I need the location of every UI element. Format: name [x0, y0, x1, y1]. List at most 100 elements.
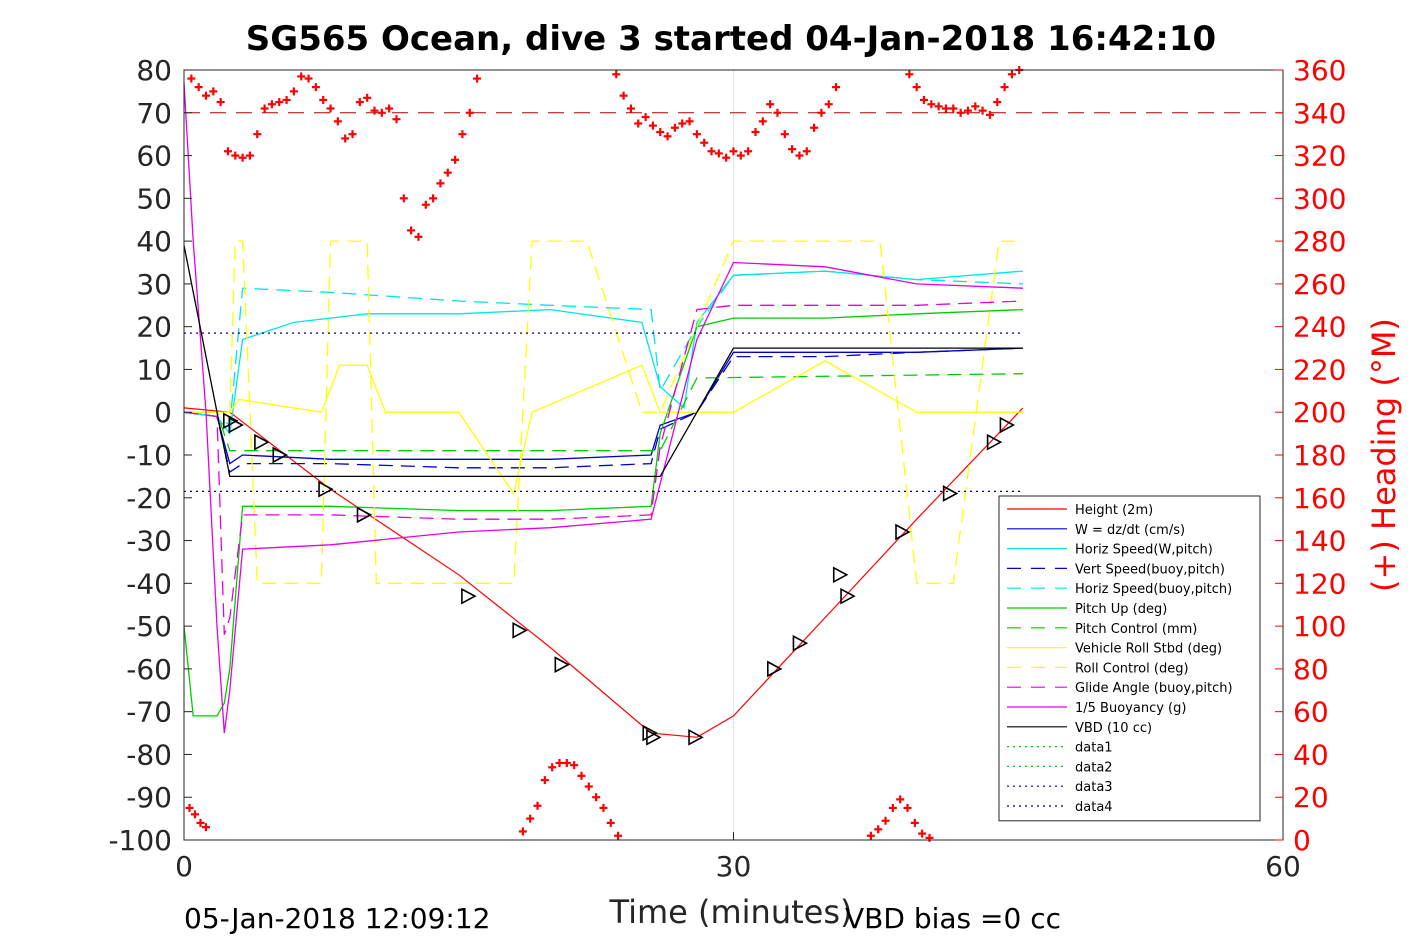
heading-marker-low [903, 803, 912, 812]
depth-marker [832, 566, 849, 584]
footer-vbd-bias: VBD bias =0 cc [845, 902, 1061, 935]
depth-marker [999, 416, 1016, 434]
heading-marker [773, 108, 782, 117]
legend-box [998, 495, 1261, 822]
legend-entry: Pitch Control (mm) [1007, 622, 1197, 637]
y-tick-label: 20 [136, 311, 172, 344]
y2-tick-label: 140 [1293, 525, 1346, 558]
heading-marker-low [526, 814, 535, 823]
heading-marker [282, 95, 291, 104]
heading-marker [311, 83, 320, 92]
y-tick-label: 10 [136, 353, 172, 386]
heading-marker [194, 83, 203, 92]
heading-marker [810, 123, 819, 132]
y-tick-label: 30 [136, 268, 172, 301]
y2-tick-label: 240 [1293, 311, 1346, 344]
heading-marker [1000, 83, 1009, 92]
legend-entry: Horiz Speed(buoy,pitch) [1007, 582, 1232, 597]
heading-marker [971, 102, 980, 111]
heading-marker [238, 153, 247, 162]
heading-marker-low [555, 759, 564, 767]
y-tick-label: 0 [154, 396, 172, 429]
heading-marker [663, 132, 672, 141]
heading-marker [465, 108, 474, 117]
depth-marker [840, 587, 856, 605]
y2-tick-label: 160 [1293, 482, 1346, 515]
depth-marker [646, 728, 662, 746]
heading-marker [692, 130, 701, 139]
heading-marker [209, 87, 218, 96]
heading-marker [744, 147, 753, 156]
legend-entry: VBD (10 cc) [1007, 721, 1152, 736]
heading-marker [934, 102, 943, 111]
y-tick-label: -80 [126, 738, 172, 771]
heading-marker [370, 106, 379, 115]
heading-marker [319, 95, 328, 104]
depth-marker [986, 433, 1003, 451]
heading-marker-low [896, 795, 905, 804]
heading-marker [656, 128, 665, 137]
legend-entry: Vehicle Roll Stbd (deg) [1007, 642, 1222, 657]
legend-entry: Height (2m) [1007, 503, 1153, 518]
heading-marker [678, 119, 687, 128]
y2-axis-label: (+) Heading (°M) [1365, 318, 1403, 592]
heading-marker-low [606, 818, 615, 827]
heading-marker [289, 87, 298, 96]
heading-marker [919, 95, 928, 104]
heading-marker [824, 100, 833, 109]
series-line-1 [183, 347, 1023, 465]
heading-marker [795, 151, 804, 160]
legend-label: Vert Speed(buoy,pitch) [1075, 562, 1225, 577]
heading-marker [817, 108, 826, 117]
x-tick-label: 60 [1265, 850, 1301, 883]
heading-marker [377, 108, 386, 117]
legend-label: data1 [1075, 741, 1113, 756]
heading-marker [751, 128, 760, 137]
depth-marker [461, 587, 477, 605]
heading-marker [385, 104, 394, 113]
chart-title: SG565 Ocean, dive 3 started 04-Jan-2018 … [246, 19, 1216, 59]
heading-marker [766, 100, 775, 109]
heading-marker [736, 151, 745, 160]
legend-label: 1/5 Buoyancy (g) [1075, 701, 1186, 716]
heading-marker [985, 110, 994, 119]
heading-marker-low [599, 803, 608, 812]
heading-marker [414, 232, 423, 241]
heading-marker-low [584, 782, 593, 791]
heading-marker [326, 104, 335, 113]
y2-tick-label: 100 [1293, 610, 1346, 643]
y2-tick-label: 200 [1293, 396, 1346, 429]
heading-marker [685, 117, 694, 126]
series-line-11 [183, 245, 1023, 478]
heading-marker-low [190, 810, 199, 819]
heading-marker [700, 138, 709, 147]
heading-marker [714, 149, 723, 158]
series-line-8 [184, 240, 1023, 584]
legend-entry: Roll Control (deg) [1007, 661, 1189, 676]
heading-marker-low [592, 793, 601, 802]
y-tick-label: -20 [126, 482, 172, 515]
series-line-4 [183, 270, 1023, 427]
legend-label: Horiz Speed(W,pitch) [1075, 543, 1213, 558]
heading-marker [201, 91, 210, 100]
heading-marker [392, 115, 401, 124]
heading-marker [788, 145, 797, 154]
heading-marker [941, 104, 950, 113]
y2-tick-label: 320 [1293, 140, 1346, 173]
heading-marker [407, 226, 416, 235]
heading-marker-low [874, 825, 883, 834]
y-tick-label: -60 [126, 653, 172, 686]
depth-marker [942, 485, 959, 502]
heading-marker-low [196, 818, 205, 827]
y-tick-label: 70 [136, 97, 172, 130]
heading-marker [267, 100, 276, 109]
heading-layer [185, 66, 1024, 842]
heading-marker [399, 194, 408, 203]
y2-tick-label: 60 [1293, 696, 1329, 729]
legend-label: Glide Angle (buoy,pitch) [1075, 681, 1233, 696]
y2-tick-label: 180 [1293, 439, 1346, 472]
heading-marker [187, 74, 196, 83]
heading-marker [245, 151, 254, 160]
heading-marker [473, 74, 482, 83]
heading-marker [707, 147, 716, 156]
